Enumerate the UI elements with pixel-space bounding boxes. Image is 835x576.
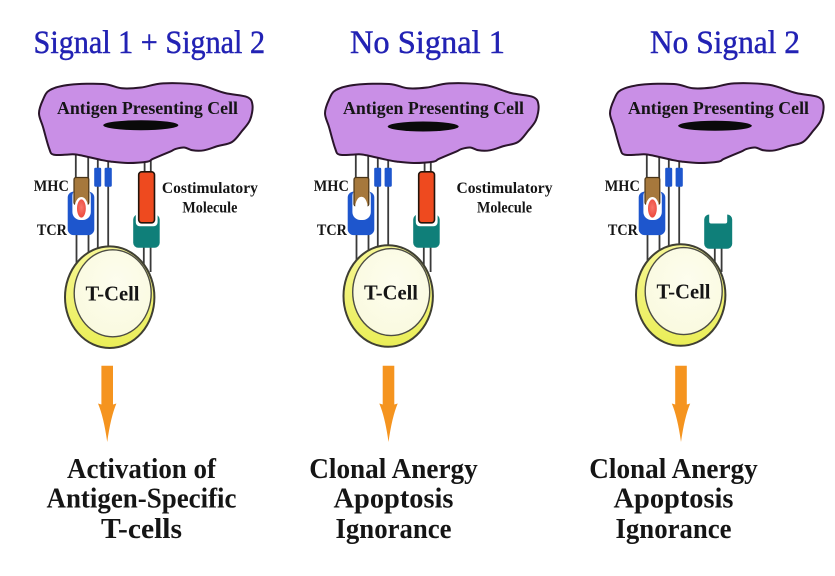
svg-text:Costimulatory: Costimulatory bbox=[457, 180, 553, 197]
svg-text:T-Cell: T-Cell bbox=[86, 282, 140, 306]
svg-text:Costimulatory: Costimulatory bbox=[162, 180, 258, 197]
svg-text:T-Cell: T-Cell bbox=[657, 280, 711, 304]
svg-text:MHC: MHC bbox=[605, 178, 640, 195]
svg-text:T-cells: T-cells bbox=[101, 513, 182, 545]
svg-text:TCR: TCR bbox=[37, 222, 67, 239]
svg-text:Antigen-Specific: Antigen-Specific bbox=[47, 483, 237, 515]
svg-text:Antigen Presenting Cell: Antigen Presenting Cell bbox=[343, 98, 524, 118]
svg-text:Apoptosis: Apoptosis bbox=[614, 483, 734, 515]
svg-text:T-Cell: T-Cell bbox=[364, 281, 418, 305]
svg-text:No Signal 1: No Signal 1 bbox=[350, 25, 505, 61]
svg-text:Activation of: Activation of bbox=[67, 453, 216, 485]
svg-text:TCR: TCR bbox=[608, 222, 638, 239]
svg-text:Antigen Presenting Cell: Antigen Presenting Cell bbox=[628, 98, 809, 118]
svg-text:No Signal 2: No Signal 2 bbox=[650, 25, 800, 61]
svg-text:Clonal Anergy: Clonal Anergy bbox=[309, 453, 478, 485]
svg-text:Antigen Presenting Cell: Antigen Presenting Cell bbox=[57, 98, 238, 118]
svg-text:TCR: TCR bbox=[317, 222, 347, 239]
svg-text:Ignorance: Ignorance bbox=[616, 513, 732, 545]
svg-text:Signal 1 + Signal 2: Signal 1 + Signal 2 bbox=[34, 25, 266, 61]
svg-text:Molecule: Molecule bbox=[182, 200, 237, 217]
svg-text:MHC: MHC bbox=[34, 178, 69, 195]
svg-text:Apoptosis: Apoptosis bbox=[334, 483, 454, 515]
svg-text:Ignorance: Ignorance bbox=[336, 513, 452, 545]
svg-text:Clonal Anergy: Clonal Anergy bbox=[589, 453, 758, 485]
svg-text:MHC: MHC bbox=[314, 178, 349, 195]
svg-text:Molecule: Molecule bbox=[477, 200, 532, 217]
